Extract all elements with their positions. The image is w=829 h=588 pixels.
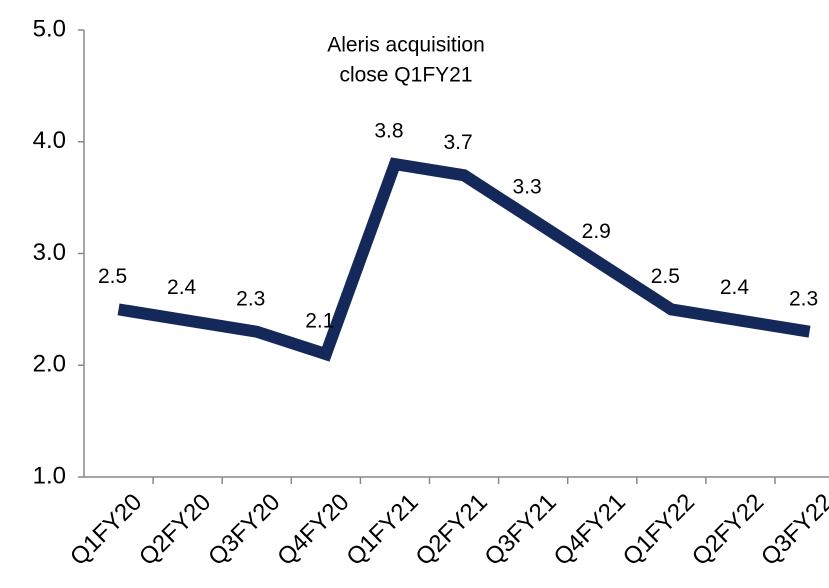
annotation: close Q1FY21 — [339, 64, 472, 87]
data-label: 2.3 — [236, 287, 265, 310]
x-tick-label: Q4FY21 — [549, 489, 631, 571]
line — [117, 157, 811, 362]
x-tick-label: Q1FY22 — [618, 489, 700, 571]
x-tick-label: Q2FY20 — [134, 489, 216, 571]
data-label: 2.5 — [98, 265, 127, 288]
data-label: 3.3 — [513, 176, 542, 199]
x-tick-label: Q3FY20 — [203, 489, 285, 571]
data-label: 2.3 — [789, 287, 818, 310]
x-tick-label: Q2FY22 — [687, 489, 769, 571]
data-label: 2.9 — [582, 220, 611, 243]
data-label: 2.4 — [720, 276, 750, 299]
annotation: Aleris acquisition — [327, 34, 485, 57]
y-tick-label: 2.0 — [33, 351, 66, 378]
x-tick-label: Q3FY22 — [756, 489, 829, 571]
y-tick-label: 1.0 — [33, 462, 66, 489]
x-tick-label: Q4FY20 — [272, 489, 354, 571]
x-tick-label: Q2FY21 — [410, 489, 492, 571]
y-tick-label: 5.0 — [33, 15, 66, 42]
data-label: 2.4 — [167, 276, 197, 299]
x-tick-label: Q1FY21 — [341, 489, 423, 571]
data-label: 3.7 — [443, 131, 472, 154]
data-label: 2.1 — [305, 310, 334, 333]
y-tick-label: 4.0 — [33, 127, 66, 154]
data-label: 3.8 — [374, 120, 403, 143]
data-label: 2.5 — [651, 265, 680, 288]
x-tick-label: Q3FY21 — [480, 489, 562, 571]
x-tick-label: Q1FY20 — [65, 489, 147, 571]
y-tick-label: 3.0 — [33, 239, 66, 266]
